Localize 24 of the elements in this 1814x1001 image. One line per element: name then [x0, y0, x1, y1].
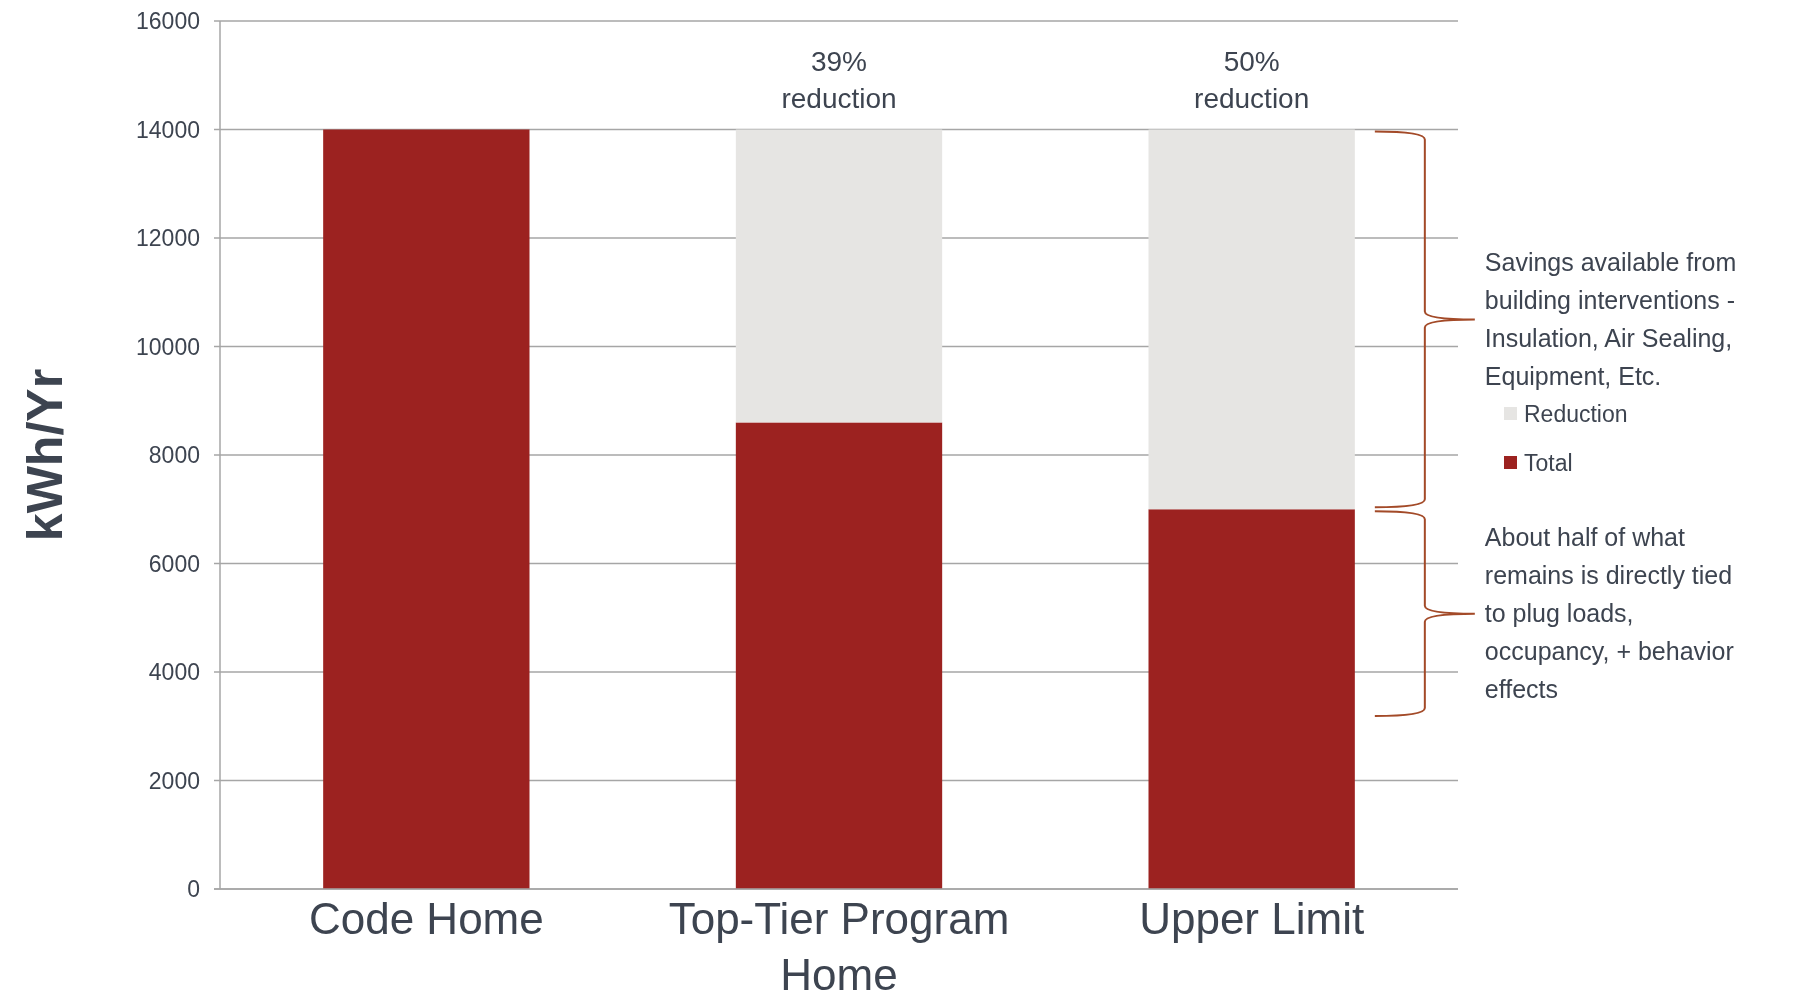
annotation: 39% reduction [781, 45, 897, 114]
legend-label: Reduction [1524, 401, 1628, 428]
x-tick-label: Top-Tier Program Home [668, 894, 1010, 999]
y-tick-label: 8000 [148, 442, 200, 469]
annotation: 50% reduction [1194, 45, 1310, 114]
bar [1148, 129, 1355, 510]
y-tick-label: 10000 [136, 333, 200, 360]
y-tick-label: 2000 [148, 767, 200, 794]
bar [735, 422, 943, 889]
bar [735, 129, 943, 423]
text: About half of what remains is directly tied to plug loads, occupancy, + behavior effects [1484, 523, 1734, 704]
y-tick-label: 14000 [136, 116, 200, 143]
x-tick-label: Upper Limit [1139, 894, 1365, 943]
y-tick-label: 0 [187, 876, 200, 903]
text: Savings available from building interventions - Insulation, Air Sealing, Equipment, Etc. [1484, 248, 1737, 391]
y-tick-label: 12000 [136, 225, 200, 252]
bar [323, 129, 530, 889]
y-tick-label: 16000 [136, 8, 200, 35]
y-axis-title: kWh/Yr [17, 368, 73, 542]
y-tick-label: 6000 [148, 550, 200, 577]
x-tick-label: Code Home [308, 894, 544, 943]
y-tick-label: 4000 [148, 659, 200, 686]
bar [1148, 509, 1355, 889]
legend-label: Total [1524, 450, 1573, 477]
